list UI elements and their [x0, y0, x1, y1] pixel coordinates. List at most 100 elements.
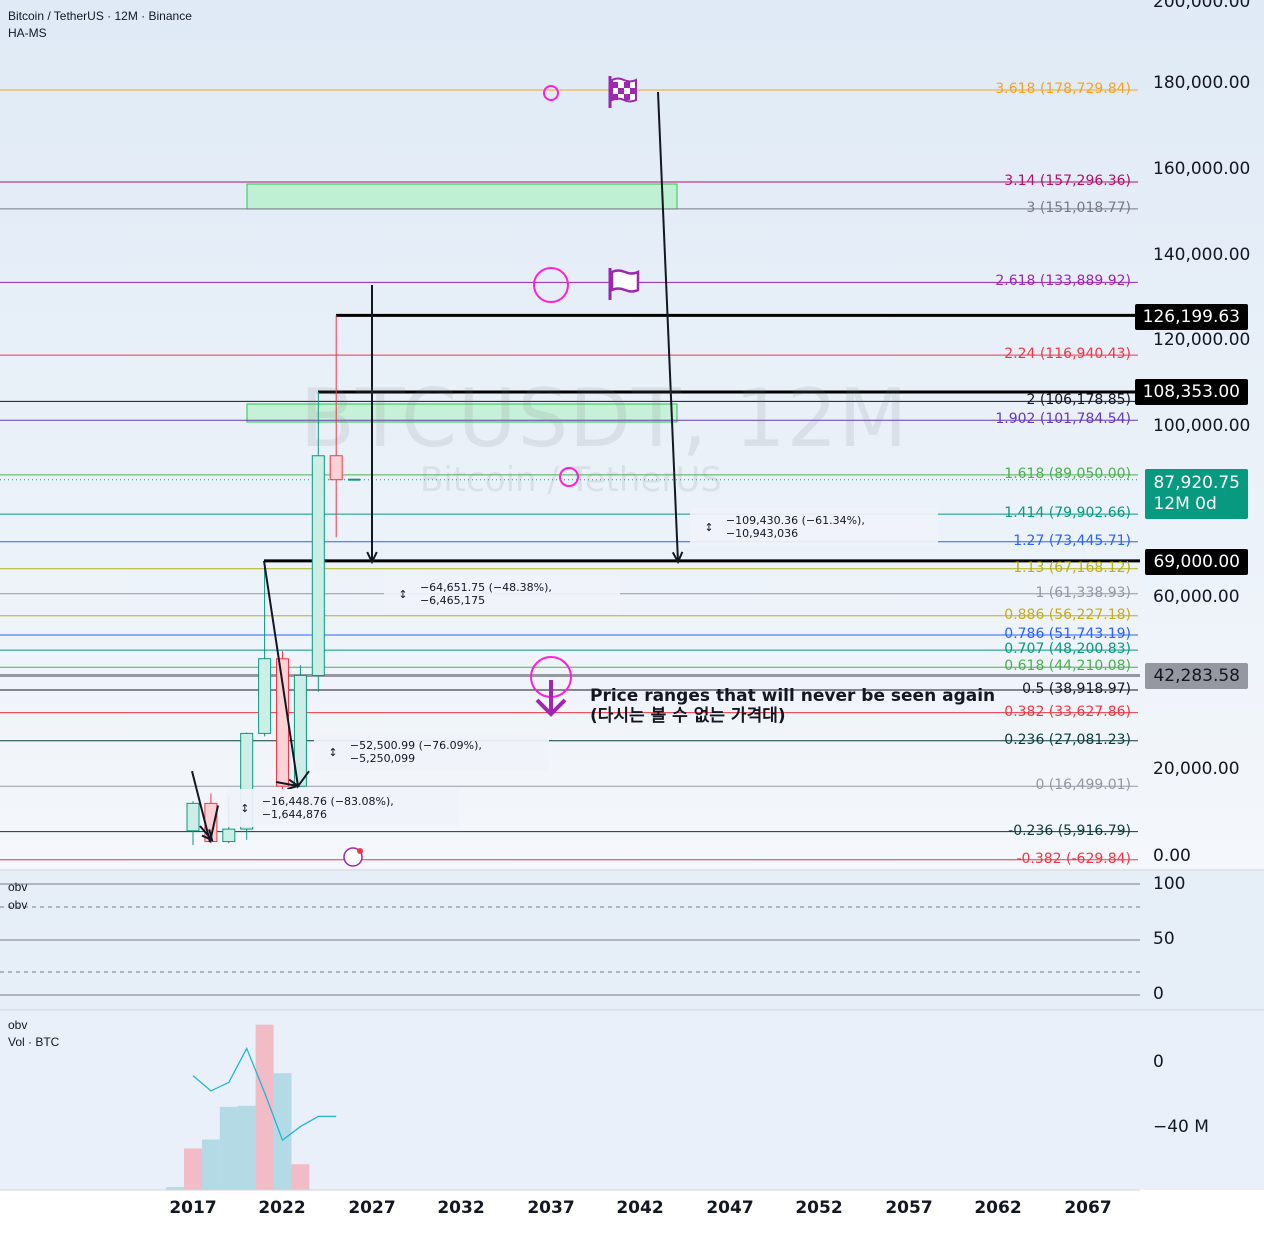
y-tick-label: 60,000.00	[1153, 587, 1240, 607]
x-tick-label: 2062	[974, 1198, 1022, 1218]
price-tag-108353[interactable]: 108,353.00	[1134, 379, 1248, 405]
fib-label: 0.382 (33,627.86)	[1004, 703, 1131, 720]
fib-label: 2.24 (116,940.43)	[1004, 346, 1131, 363]
arrow-from-3618	[657, 91, 679, 563]
price-tag-126199[interactable]: 126,199.63	[1134, 304, 1248, 330]
measure-box-1[interactable]: ↕ −109,430.36 (−61.34%), −10,943,036	[690, 508, 938, 546]
x-tick-label: 2037	[527, 1198, 575, 1218]
flag-icon	[608, 268, 640, 300]
measure-label: −64,651.75 (−48.38%), −6,465,175	[419, 581, 552, 607]
price-tag-69000[interactable]: 69,000.00	[1145, 549, 1248, 575]
fib-label: 0.786 (51,743.19)	[1004, 625, 1131, 642]
volume-bar-2018	[201, 1139, 220, 1190]
volume-bar-2021	[255, 1024, 274, 1190]
volume-bar-2019	[219, 1106, 238, 1190]
fib-label: 3.618 (178,729.84)	[995, 80, 1131, 97]
obv-pane-label-1[interactable]: obv	[8, 880, 28, 894]
y-tick-label: 140,000.00	[1153, 245, 1251, 265]
fib-label: 1.27 (73,445.71)	[1013, 532, 1131, 549]
x-tick-label: 2017	[169, 1198, 217, 1218]
fib-label: 1.618 (89,050.00)	[1004, 465, 1131, 482]
volume-bar-2023	[291, 1164, 310, 1190]
vol-tick-label: 0	[1153, 1052, 1164, 1072]
fib-label: 1.902 (101,784.54)	[995, 411, 1131, 428]
time-axis-background	[0, 1190, 1264, 1233]
watermark-name: Bitcoin / TetherUS	[420, 460, 722, 500]
fib-label: -0.382 (-629.84)	[1016, 850, 1131, 867]
x-tick-label: 2047	[706, 1198, 754, 1218]
main-pane-background	[0, 0, 1264, 870]
marker-circle-mid	[559, 467, 579, 487]
event-icon-dot	[357, 848, 363, 854]
x-tick-label: 2032	[437, 1198, 485, 1218]
y-tick-label: 200,000.00	[1153, 0, 1251, 12]
x-tick-label: 2057	[885, 1198, 933, 1218]
marker-circle-small	[543, 85, 559, 101]
measure-icon: ↕	[240, 801, 250, 815]
indicator-name[interactable]: HA-MS	[8, 26, 47, 40]
fib-label: 0.5 (38,918.97)	[1022, 680, 1131, 697]
arrow-from-2618-head	[366, 551, 378, 565]
measure-icon: ↕	[704, 520, 714, 534]
obv-tick-label: 50	[1153, 929, 1175, 949]
obv-tick-label: 100	[1153, 874, 1186, 894]
volume-pane-label-1[interactable]: obv	[8, 1018, 28, 1032]
fib-label: 1.414 (79,902.66)	[1004, 505, 1131, 522]
vol-tick-label: −40 M	[1153, 1117, 1209, 1137]
volume-pane-label-2[interactable]: Vol · BTC	[8, 1035, 60, 1049]
arrow-2022-low-head	[287, 778, 301, 790]
fib-label: 2.618 (133,889.92)	[995, 273, 1131, 290]
arrow-2022-low	[275, 781, 299, 787]
candle-body-2023	[293, 674, 307, 787]
measure-label: −52,500.99 (−76.09%), −5,250,099	[349, 739, 482, 765]
fib-label: 0.886 (56,227.18)	[1004, 606, 1131, 623]
annotation-text[interactable]: Price ranges that will never be seen aga…	[590, 686, 995, 726]
target-zone-lower	[246, 403, 678, 423]
annotation-line-2: (다시는 볼 수 없는 가격대)	[590, 706, 786, 726]
arrow-from-3618-head	[671, 551, 684, 565]
x-tick-label: 2027	[348, 1198, 396, 1218]
x-tick-label: 2022	[258, 1198, 306, 1218]
swing-line-2017	[191, 770, 219, 843]
fib-label: 1.13 (67,168.12)	[1013, 559, 1131, 576]
volume-bar-2022	[273, 1073, 292, 1190]
measure-box-2[interactable]: ↕ −64,651.75 (−48.38%), −6,465,175	[384, 575, 620, 613]
y-tick-label: 100,000.00	[1153, 416, 1251, 436]
volume-bar-2017	[184, 1148, 202, 1190]
price-tag-42283[interactable]: 42,283.58	[1145, 663, 1248, 689]
candle-body-2025	[329, 455, 343, 481]
symbol-title[interactable]: Bitcoin / TetherUS · 12M · Binance	[8, 9, 192, 23]
candle-body-2021	[258, 658, 272, 734]
target-zone-upper	[246, 183, 678, 210]
measure-box-3[interactable]: ↕ −52,500.99 (−76.09%), −5,250,099	[314, 733, 549, 771]
measure-label: −16,448.76 (−83.08%), −1,644,876	[261, 795, 394, 821]
measure-box-4[interactable]: ↕ −16,448.76 (−83.08%), −1,644,876	[226, 789, 459, 827]
watermark-ticker: BTCUSDT, 12M	[300, 372, 909, 465]
obv-pane-label-2[interactable]: obv	[8, 898, 28, 912]
candle-body-2024	[311, 455, 325, 676]
fib-label: 3 (151,018.77)	[1026, 199, 1131, 216]
x-tick-label: 2042	[616, 1198, 664, 1218]
fib-label: 2 (106,178.85)	[1026, 392, 1131, 409]
volume-bar-2020	[237, 1105, 256, 1190]
obv-line-series	[192, 1046, 337, 1142]
fib-label: 0.236 (27,081.23)	[1004, 731, 1131, 748]
arrow-2018-low-head	[201, 829, 214, 842]
measure-label: −109,430.36 (−61.34%), −10,943,036	[725, 514, 865, 540]
annotation-line-1: Price ranges that will never be seen aga…	[590, 686, 996, 706]
obv-tick-label: 0	[1153, 984, 1164, 1004]
x-tick-label: 2067	[1064, 1198, 1112, 1218]
volume-bar-2016	[166, 1187, 185, 1190]
fib-label: 0.618 (44,210.08)	[1004, 658, 1131, 675]
current-price: 87,920.75	[1153, 473, 1240, 493]
marker-circle-large	[533, 267, 569, 303]
current-price-tag[interactable]: 87,920.75 12M 0d	[1145, 469, 1248, 519]
x-tick-label: 2052	[795, 1198, 843, 1218]
y-tick-label: 20,000.00	[1153, 759, 1240, 779]
measure-icon: ↕	[328, 745, 338, 759]
bar-countdown: 12M 0d	[1153, 494, 1217, 514]
fib-label: 0.707 (48,200.83)	[1004, 641, 1131, 658]
checkered-flag-icon	[608, 76, 637, 108]
